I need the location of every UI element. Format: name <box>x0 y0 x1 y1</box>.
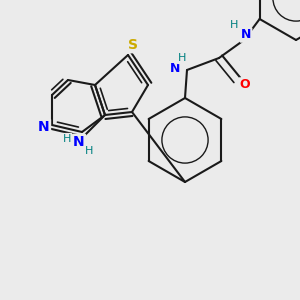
Text: H: H <box>63 134 71 144</box>
Text: H: H <box>85 146 93 156</box>
Text: H: H <box>178 53 186 63</box>
Text: N: N <box>241 28 251 41</box>
Text: S: S <box>128 38 138 52</box>
Text: H: H <box>230 20 238 30</box>
Text: N: N <box>73 135 85 149</box>
Text: O: O <box>240 79 250 92</box>
Text: N: N <box>170 61 180 74</box>
Text: N: N <box>38 120 50 134</box>
